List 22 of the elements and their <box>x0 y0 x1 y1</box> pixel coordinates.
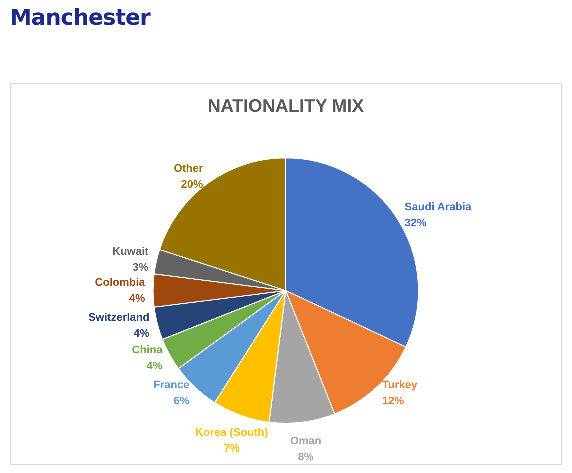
data-label: 20% <box>181 179 204 192</box>
data-label: 12% <box>382 395 405 408</box>
slice-label: Turkey <box>382 379 418 392</box>
slice-label: Oman <box>290 435 322 448</box>
slice-label: Saudi Arabia <box>404 201 473 214</box>
slice-label: Other <box>174 163 204 176</box>
slice-label: China <box>132 344 164 357</box>
slice-label: France <box>154 379 190 392</box>
data-label: 7% <box>224 443 240 456</box>
data-label: 4% <box>129 292 146 305</box>
slice-label: Kuwait <box>112 246 150 258</box>
data-label: 4% <box>146 360 163 373</box>
slice-label: Switzerland <box>88 312 150 324</box>
data-label: 6% <box>174 395 190 408</box>
data-label: 32% <box>404 217 428 230</box>
slice-label: Korea (South) <box>196 427 269 440</box>
slice-label: Colombia <box>95 276 146 289</box>
data-label: 8% <box>298 451 314 464</box>
data-label: 3% <box>132 262 149 274</box>
data-label: 4% <box>134 328 150 340</box>
chart-subtitle: Manchester <box>10 6 150 31</box>
chart-title: NATIONALITY MIX <box>208 96 364 116</box>
